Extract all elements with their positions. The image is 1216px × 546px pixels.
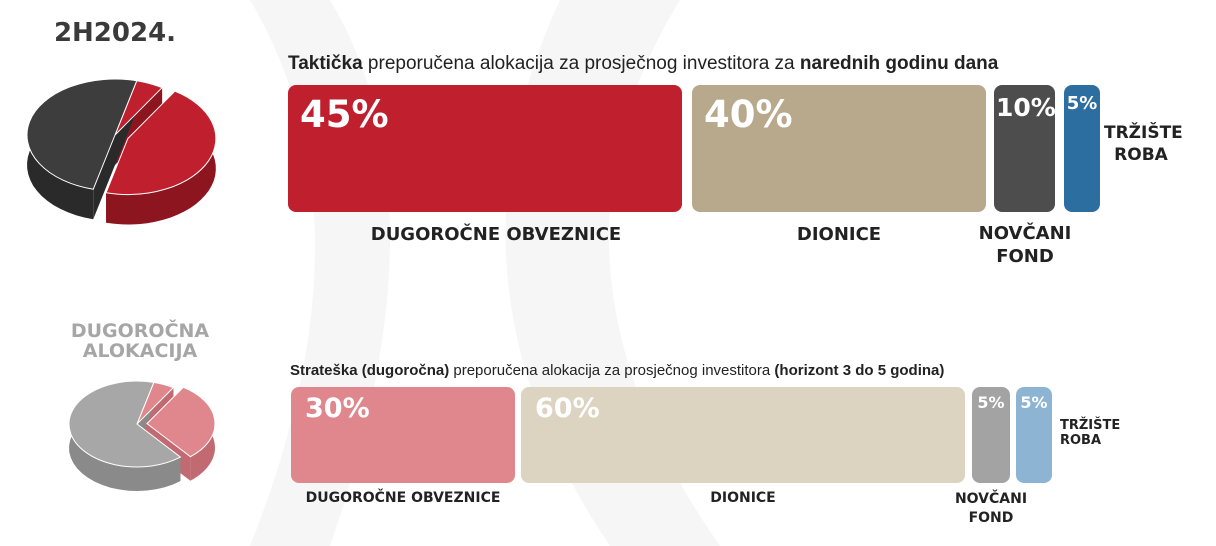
bar-value-label: 5% xyxy=(1020,393,1048,412)
pie-slice-face xyxy=(93,135,115,220)
bar-strategic-2 xyxy=(521,387,965,483)
bar-strategic-4 xyxy=(1016,387,1052,483)
pie-slice-top xyxy=(26,78,138,190)
strategic-pie-chart xyxy=(68,380,216,491)
bar-value-label: 5% xyxy=(977,393,1005,412)
bar-value-label: 60% xyxy=(535,393,600,424)
pie-slice-top xyxy=(68,380,182,468)
title-part: Taktička xyxy=(288,53,363,74)
bar-value-label: 30% xyxy=(305,393,370,424)
title-part: narednih godinu dana xyxy=(799,53,999,74)
bar-strategic-1 xyxy=(291,387,515,483)
category-label: DIONICE xyxy=(710,490,776,506)
category-label: TRŽIŠTE ROBA xyxy=(1104,123,1183,165)
title-part: preporučena alokacija za prosječnog inve… xyxy=(449,362,775,379)
bar-tactical-2 xyxy=(692,85,986,212)
bar-value-label: 45% xyxy=(300,93,389,136)
bar-tactical-4 xyxy=(1064,85,1100,212)
title-part: Strateška (dugoročna) xyxy=(290,362,450,379)
strategic-allocation-label: DUGOROČNA ALOKACIJA xyxy=(70,320,210,362)
category-label: DUGOROČNE OBVEZNICE xyxy=(305,490,501,506)
pie-slice-top xyxy=(146,386,216,458)
category-label: TRŽIŠTE ROBA xyxy=(1060,418,1121,448)
category-label: NOVČANI FOND xyxy=(954,491,1028,526)
bar-value-label: 5% xyxy=(1066,93,1098,114)
bar-strategic-3 xyxy=(972,387,1010,483)
strategic-chart-title: Strateška (dugoročna) preporučena alokac… xyxy=(290,362,944,379)
tactical-chart-title: Taktička preporučena alokacija za prosje… xyxy=(288,53,998,75)
title-part: (horizont 3 do 5 godina) xyxy=(774,362,945,379)
bar-value-label: 40% xyxy=(704,93,793,136)
title-part: preporučena alokacija za prosječnog inve… xyxy=(362,53,800,74)
pie-slice-top xyxy=(105,90,217,196)
category-label: DIONICE xyxy=(796,224,882,245)
bar-value-label: 10% xyxy=(996,93,1056,122)
bar-tactical-1 xyxy=(288,85,682,212)
period-label: 2H2024. xyxy=(53,18,177,48)
tactical-pie-chart xyxy=(26,78,217,225)
category-label: DUGOROČNE OBVEZNICE xyxy=(370,224,622,245)
category-label: NOVČANI FOND xyxy=(978,223,1072,267)
bar-tactical-3 xyxy=(994,85,1055,212)
